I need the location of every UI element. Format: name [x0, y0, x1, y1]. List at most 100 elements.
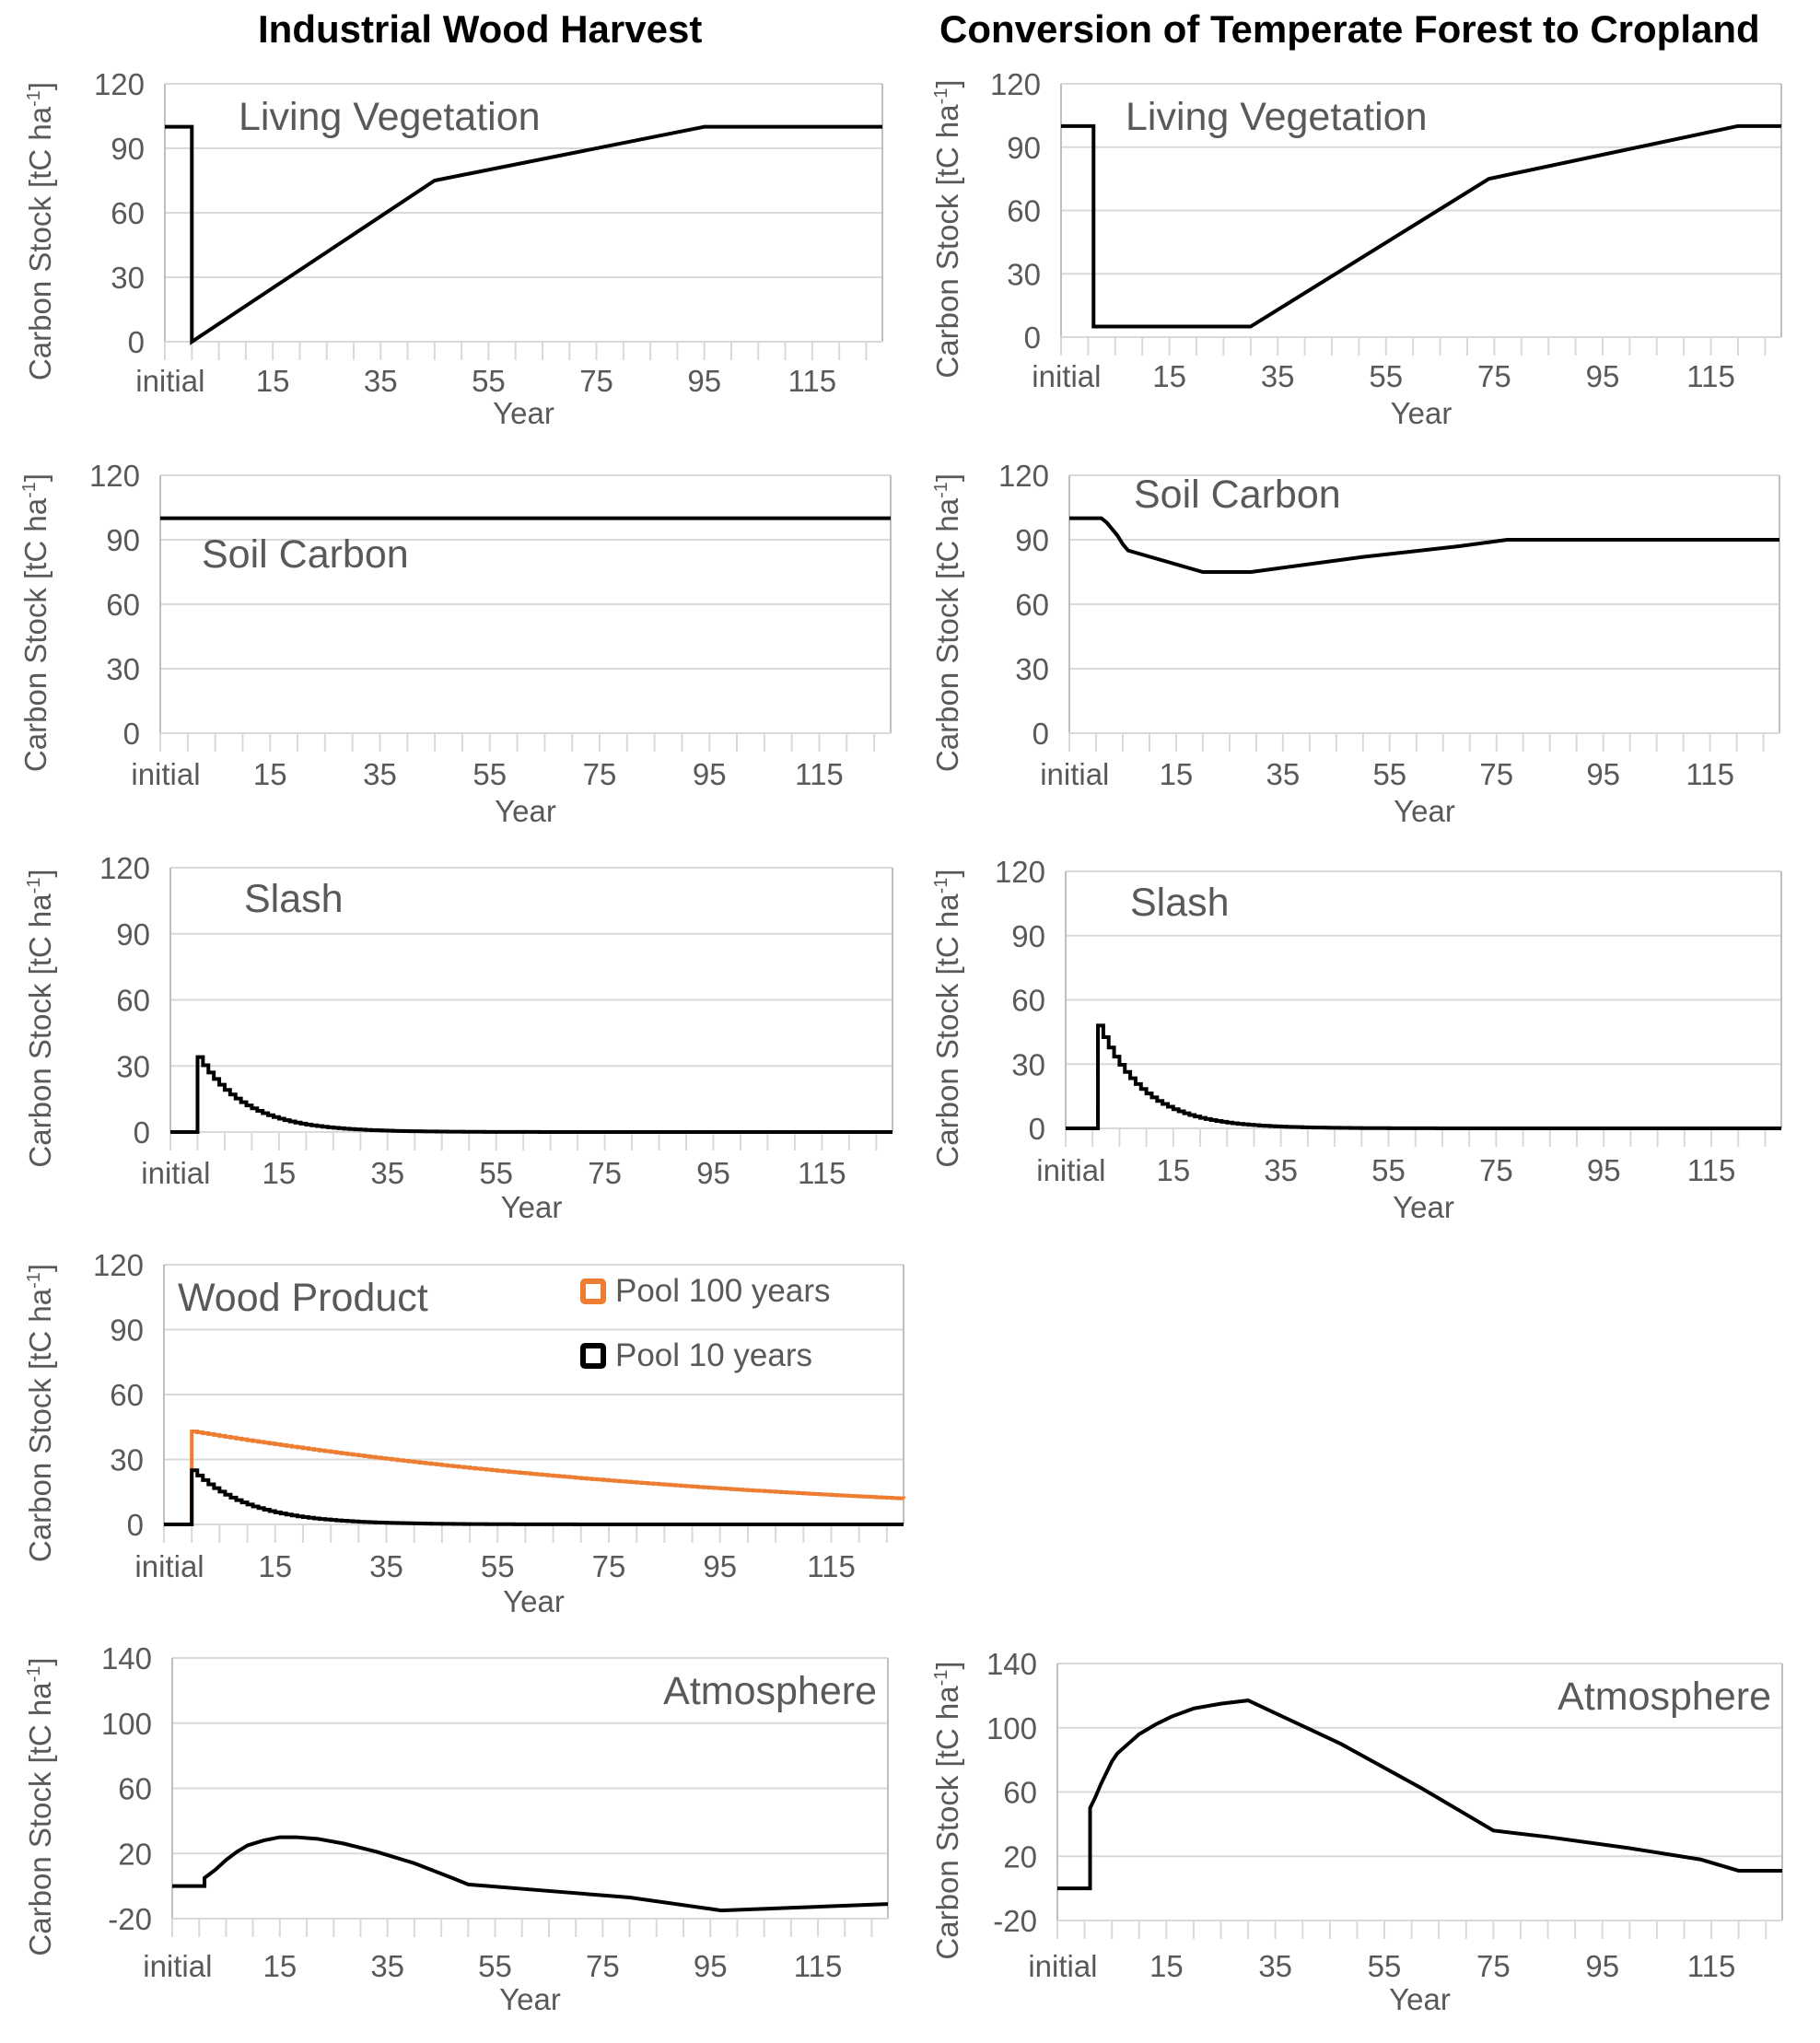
y-tick-label: 30 [1007, 257, 1041, 291]
y-tick-label: 0 [127, 1508, 144, 1542]
y-axis-title: Carbon Stock [tC ha-1] [930, 473, 964, 772]
y-tick-label: 120 [995, 855, 1045, 889]
y-tick-label: 0 [1024, 321, 1041, 355]
x-tick-label: 95 [1587, 1153, 1621, 1187]
chart-harvest-atmosphere: -20 20 60 100 140 initial 15 35 55 75 95 115 Year Car… [23, 1641, 889, 2016]
panel-title: Atmosphere [1558, 1675, 1771, 1719]
x-tick-label: 15 [1156, 1153, 1190, 1187]
chart-harvest-wood-product: 0 30 60 90 120 initial 15 35 55 75 95 115 Year Carbon… [23, 1248, 905, 1618]
y-tick-label: 0 [1032, 717, 1049, 751]
y-axis-title: Carbon Stock [tC ha-1] [23, 869, 57, 1167]
x-tick-label: 55 [479, 1156, 513, 1190]
x-tick-label: 115 [795, 757, 844, 791]
y-tick-label: 20 [118, 1837, 152, 1871]
x-tick-label: 115 [807, 1549, 856, 1583]
y-axis-title: Carbon Stock [tC ha-1] [930, 1661, 964, 1959]
x-tick-label: 95 [687, 364, 721, 398]
y-tick-label: 100 [986, 1711, 1037, 1745]
y-tick-label: 60 [1003, 1776, 1037, 1810]
x-tick-label: 75 [1477, 359, 1511, 393]
y-tick-label: 20 [1003, 1839, 1037, 1874]
series-line-atmosphere [1057, 1699, 1782, 1891]
panel-title: Living Vegetation [239, 95, 541, 139]
series-line-pool-100-years [164, 1429, 905, 1526]
x-tick-label: 15 [1152, 359, 1186, 393]
x-tick-label: 75 [586, 1949, 620, 1983]
y-tick-label: 30 [1011, 1047, 1045, 1081]
x-axis-title: Year [1393, 1190, 1454, 1224]
panel-title: Slash [244, 877, 344, 921]
x-tick-label: initial [141, 1156, 210, 1190]
x-tick-label: 115 [798, 1156, 846, 1190]
y-tick-label: 90 [111, 132, 145, 166]
panel-title: Atmosphere [663, 1669, 877, 1713]
y-axis-title: Carbon Stock [tC ha-1] [930, 869, 964, 1167]
y-tick-label: 60 [1015, 588, 1049, 622]
y-tick-label: 140 [986, 1647, 1037, 1681]
x-tick-label: initial [1028, 1949, 1097, 1983]
x-tick-label: 75 [592, 1549, 626, 1583]
x-tick-label: initial [131, 757, 200, 791]
y-tick-label: 100 [101, 1707, 152, 1741]
panel-title: Wood Product [178, 1276, 428, 1320]
y-tick-label: 0 [128, 325, 145, 359]
legend-swatch-icon [580, 1278, 606, 1304]
y-tick-label: 30 [110, 1443, 144, 1477]
x-tick-label: 75 [1479, 757, 1513, 791]
x-tick-label: 55 [472, 364, 506, 398]
y-tick-label: 90 [1015, 523, 1049, 557]
y-tick-label: 0 [1029, 1112, 1045, 1146]
chart-conversion-soil-carbon: 0 30 60 90 120 initial 15 35 55 75 95 115 Year Carbon… [930, 459, 1780, 828]
x-tick-label: 55 [1371, 1153, 1406, 1187]
y-tick-label: 30 [1015, 652, 1049, 686]
column-title-right: Conversion of Temperate Forest to Cropla… [939, 7, 1760, 51]
x-tick-label: 75 [588, 1156, 622, 1190]
panel-title: Soil Carbon [202, 532, 409, 577]
panel-title: Living Vegetation [1126, 95, 1428, 139]
y-tick-label: 60 [118, 1772, 152, 1806]
x-tick-label: 95 [1586, 359, 1620, 393]
y-tick-label: 30 [116, 1049, 150, 1083]
x-tick-label: 115 [788, 364, 837, 398]
y-tick-label: 120 [99, 851, 150, 885]
y-tick-label: 60 [111, 196, 145, 230]
y-tick-label: 120 [998, 459, 1049, 493]
x-tick-label: 55 [472, 757, 507, 791]
x-axis-title: Year [501, 1190, 563, 1224]
x-tick-label: 35 [1258, 1949, 1292, 1983]
x-tick-label: initial [1040, 757, 1109, 791]
x-tick-label: 35 [370, 1949, 404, 1983]
x-axis-title: Year [495, 794, 556, 828]
x-tick-label: 95 [696, 1156, 730, 1190]
x-axis-title: Year [1389, 1982, 1451, 2016]
y-tick-label: 90 [116, 917, 150, 951]
x-tick-label: 95 [694, 1949, 728, 1983]
legend-label: Pool 100 years [615, 1273, 830, 1309]
legend-swatch-icon [580, 1343, 606, 1369]
x-tick-label: 55 [478, 1949, 512, 1983]
y-axis-title: Carbon Stock [tC ha-1] [23, 82, 57, 380]
panel-title: Soil Carbon [1134, 473, 1341, 517]
y-tick-label: 120 [990, 67, 1041, 101]
series-line-slash [170, 1055, 892, 1134]
x-tick-label: 35 [1266, 757, 1301, 791]
x-tick-label: 15 [262, 1156, 297, 1190]
x-tick-label: 95 [1586, 757, 1620, 791]
x-tick-label: 115 [794, 1949, 843, 1983]
x-tick-label: 115 [1686, 359, 1735, 393]
chart-harvest-living-vegetation: 0 30 60 90 120 initial 15 35 55 75 95 115 Year Carbon… [23, 67, 883, 430]
x-tick-label: 55 [1368, 1949, 1402, 1983]
x-tick-label: 75 [583, 757, 617, 791]
x-tick-label: 75 [1476, 1949, 1511, 1983]
x-tick-label: 115 [1687, 1153, 1736, 1187]
x-tick-label: 35 [364, 364, 398, 398]
y-tick-label: 90 [1007, 131, 1041, 165]
y-tick-label: 0 [123, 717, 140, 751]
x-tick-label: initial [134, 1549, 204, 1583]
x-tick-label: initial [135, 364, 204, 398]
x-tick-label: 15 [253, 757, 287, 791]
series-line-pool-10-years [164, 1468, 904, 1526]
y-tick-label: 90 [110, 1313, 144, 1348]
y-axis-title: Carbon Stock [tC ha-1] [18, 473, 52, 772]
y-tick-label: 30 [111, 261, 145, 295]
